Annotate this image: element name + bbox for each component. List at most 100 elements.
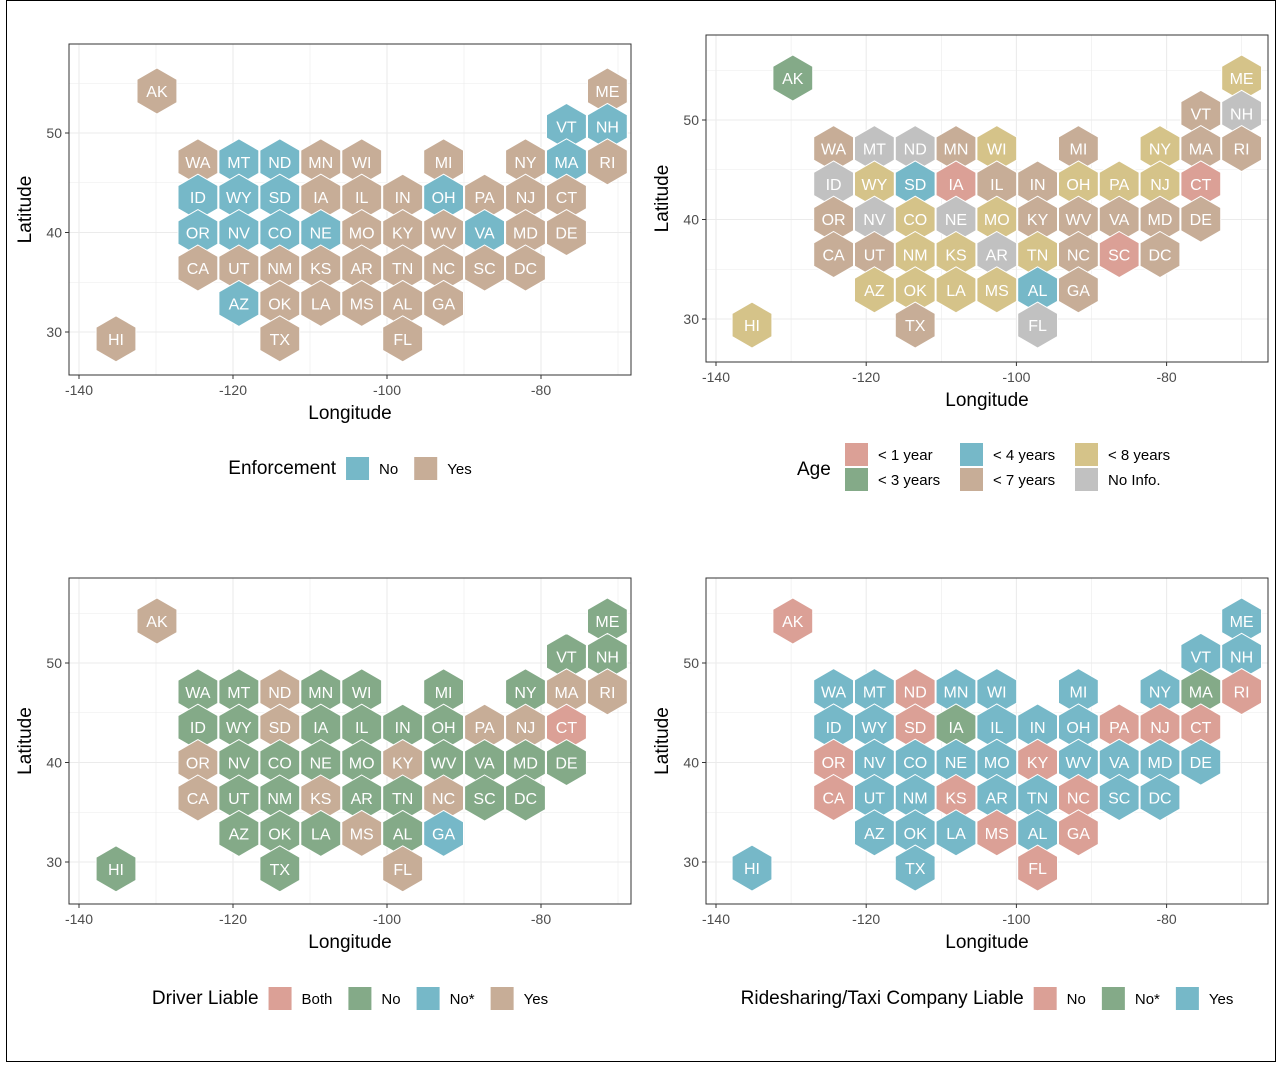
legend-key [1075,443,1098,466]
hex-label-al: AL [393,826,413,843]
hex-label-sc: SC [1108,791,1130,808]
x-axis-title: Longitude [308,932,391,953]
hex-de [546,739,587,787]
hex-label-nh: NH [1230,649,1253,666]
hex-label-ms: MS [985,826,1009,843]
hex-label-or: OR [822,212,846,229]
hex-label-ak: AK [782,614,804,631]
hex-label-mt: MT [863,142,886,159]
hex-ms [341,279,383,327]
plot-border [705,34,1269,363]
hex-ga [1058,809,1099,857]
hex-label-ga: GA [432,826,455,843]
hex-label-ct: CT [1190,720,1212,737]
hex-label-sd: SD [269,190,291,207]
hex-label-sc: SC [473,791,495,808]
hex-label-dc: DC [1148,791,1171,808]
hex-label-nj: NJ [1150,177,1170,194]
hex-label-nd: ND [268,685,291,702]
y-tick-label: 30 [683,854,699,870]
hex-label-wi: WI [352,155,372,172]
hex-label-sc: SC [1108,248,1130,265]
hex-label-in: IN [395,720,411,737]
hex-label-vt: VT [556,649,577,666]
hex-de [1180,738,1222,786]
legend-label: < 7 years [993,472,1055,489]
x-tick-label: -100 [1002,369,1030,385]
legend-label: < 3 years [878,472,940,489]
y-tick-label: 40 [683,212,699,228]
hex-label-va: VA [1109,212,1129,229]
hex-label-wv: WV [431,756,457,773]
hex-label-nv: NV [863,755,886,772]
hex-az [854,266,895,314]
hex-label-ct: CT [556,190,578,207]
hex-label-nv: NV [228,226,251,243]
hex-label-ak: AK [146,84,168,101]
plot-border [68,43,632,376]
hex-label-tn: TN [1027,791,1048,808]
hex-label-il: IL [355,720,368,737]
hex-label-sd: SD [904,720,926,737]
hex-az [854,809,895,857]
legend-label: No Info. [1108,472,1161,489]
legend-label: No [1067,991,1086,1008]
legend-label: No* [450,991,475,1008]
hex-label-wy: WY [862,177,888,194]
legend-key [490,987,514,1010]
hex-dc [1139,773,1181,822]
hex-label-ny: NY [514,685,537,702]
hex-label-fl: FL [1028,861,1047,878]
hex-ri [587,668,628,716]
hex-label-oh: OH [1066,720,1090,737]
hex-ms [976,809,1018,857]
hex-label-mn: MN [308,685,333,702]
hex-fl [382,845,424,893]
hex-label-ia: IA [948,177,963,194]
legend-label: Both [302,991,333,1008]
hex-ak [136,597,178,645]
hex-sc [464,774,505,822]
hex-label-ky: KY [392,226,414,243]
legend-key [416,987,440,1010]
hex-label-ca: CA [822,791,845,808]
x-tick-label: -140 [702,369,730,385]
hex-ak [136,67,178,115]
legend-label: No* [1135,991,1160,1008]
hex-label-al: AL [1028,826,1048,843]
hex-ak [772,54,814,102]
hex-label-or: OR [186,756,210,773]
hex-label-la: LA [946,826,966,843]
x-tick-label: -100 [1002,911,1030,927]
hex-label-mt: MT [227,155,250,172]
hex-label-mn: MN [944,142,969,159]
hex-dc [505,774,546,822]
legend-title: Ridesharing/Taxi Company Liable [741,988,1024,1009]
hex-label-az: AZ [229,826,250,843]
hex-label-wa: WA [821,142,847,159]
hex-label-ia: IA [313,190,328,207]
hex-ca [177,774,219,822]
hex-label-nv: NV [228,756,251,773]
hex-label-mn: MN [308,155,333,172]
hex-la [935,809,977,857]
x-tick-label: -80 [1156,911,1176,927]
hex-label-ny: NY [514,155,537,172]
hex-label-pa: PA [474,190,494,207]
legend-key [414,457,438,480]
hex-label-ak: AK [146,614,168,631]
hex-label-tx: TX [270,862,291,879]
hex-label-vt: VT [1191,649,1212,666]
hex-label-de: DE [1190,212,1212,229]
y-tick-label: 50 [683,655,699,671]
hex-label-ks: KS [310,261,331,278]
legend-key [1101,987,1125,1010]
hex-label-ne: NE [945,212,967,229]
hex-label-ky: KY [1027,755,1049,772]
hex-label-nm: NM [903,248,928,265]
hex-la [300,809,342,857]
hex-tx [894,844,936,892]
hex-label-ri: RI [599,685,615,702]
y-tick-label: 30 [46,324,62,340]
hex-label-ga: GA [1067,826,1090,843]
